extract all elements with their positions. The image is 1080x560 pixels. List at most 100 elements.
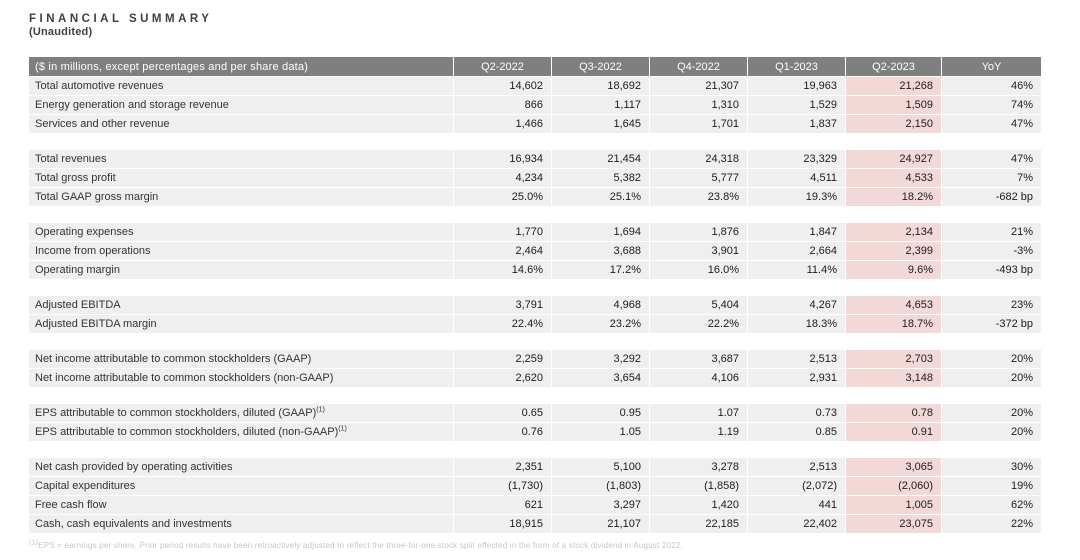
cell-value: 22% — [941, 515, 1041, 533]
cell-value: 3,688 — [551, 242, 649, 260]
cell-value: 2,931 — [747, 369, 845, 387]
cell-value: 21% — [941, 223, 1041, 241]
table-row: Adjusted EBITDA margin 22.4% 23.2% 22.2% 18.… — [29, 315, 1041, 333]
cell-value: 21,107 — [551, 515, 649, 533]
row-label: Services and other revenue — [29, 115, 453, 133]
table-row: EPS attributable to common stockholders,… — [29, 423, 1041, 441]
cell-value: 20% — [941, 350, 1041, 368]
table-row: Total revenues 16,934 21,454 24,318 23,329 24… — [29, 150, 1041, 168]
table-row: Free cash flow 621 3,297 1,420 441 1,005 62% — [29, 496, 1041, 514]
cell-value: 2,351 — [453, 458, 551, 476]
cell-value: 20% — [941, 404, 1041, 422]
cell-value: 5,100 — [551, 458, 649, 476]
cell-value: 46% — [941, 77, 1041, 95]
section-spacer-cell — [29, 207, 1041, 222]
cell-value: 22.4% — [453, 315, 551, 333]
cell-value: 25.0% — [453, 188, 551, 206]
table-row: Cash, cash equivalents and investments 18… — [29, 515, 1041, 533]
cell-value: 3,278 — [649, 458, 747, 476]
cell-value: (1,730) — [453, 477, 551, 495]
cell-value: 23% — [941, 296, 1041, 314]
cell-value: 2,513 — [747, 458, 845, 476]
row-label: Total GAAP gross margin — [29, 188, 453, 206]
row-label: Cash, cash equivalents and investments — [29, 515, 453, 533]
cell-value-highlighted: 18.7% — [845, 315, 941, 333]
cell-value: 866 — [453, 96, 551, 114]
cell-value: 24,318 — [649, 150, 747, 168]
table-unit-note: ($ in millions, except percentages and p… — [29, 57, 453, 76]
cell-value: 5,777 — [649, 169, 747, 187]
cell-value: 23.2% — [551, 315, 649, 333]
table-row: Energy generation and storage revenue 866… — [29, 96, 1041, 114]
cell-value-highlighted: 2,150 — [845, 115, 941, 133]
row-label: Net cash provided by operating activitie… — [29, 458, 453, 476]
cell-value-highlighted: 4,653 — [845, 296, 941, 314]
row-label: Adjusted EBITDA — [29, 296, 453, 314]
cell-value: 62% — [941, 496, 1041, 514]
cell-value: 1.19 — [649, 423, 747, 441]
section-spacer-row — [29, 334, 1041, 349]
table-row: Operating margin 14.6% 17.2% 16.0% 11.4% 9.6%… — [29, 261, 1041, 279]
row-label: Capital expenditures — [29, 477, 453, 495]
cell-value: 19,963 — [747, 77, 845, 95]
cell-value-highlighted: 24,927 — [845, 150, 941, 168]
cell-value: 22.2% — [649, 315, 747, 333]
cell-value: 1,466 — [453, 115, 551, 133]
table-row: Services and other revenue 1,466 1,645 1,70… — [29, 115, 1041, 133]
cell-value: 1,420 — [649, 496, 747, 514]
section-spacer-cell — [29, 388, 1041, 403]
cell-value: (1,803) — [551, 477, 649, 495]
label-superscript: (1) — [316, 406, 325, 414]
cell-value: 1,645 — [551, 115, 649, 133]
table-header-row: ($ in millions, except percentages and p… — [29, 57, 1041, 76]
cell-value-highlighted: 4,533 — [845, 169, 941, 187]
cell-value-highlighted: (2,060) — [845, 477, 941, 495]
row-label: Adjusted EBITDA margin — [29, 315, 453, 333]
table-row: Total gross profit 4,234 5,382 5,777 4,511 4,… — [29, 169, 1041, 187]
cell-value-highlighted: 2,399 — [845, 242, 941, 260]
column-header-q2-2023: Q2-2023 — [845, 57, 941, 76]
footnote-text: EPS = earnings per share. Prior period r… — [38, 541, 683, 550]
footnote: (1)EPS = earnings per share. Prior perio… — [29, 539, 683, 550]
cell-value-highlighted: 18.2% — [845, 188, 941, 206]
financial-summary-table: ($ in millions, except percentages and p… — [29, 56, 1041, 534]
cell-value: 1.07 — [649, 404, 747, 422]
table-header: ($ in millions, except percentages and p… — [29, 57, 1041, 76]
row-label: Income from operations — [29, 242, 453, 260]
table-row: Net income attributable to common stockh… — [29, 350, 1041, 368]
cell-value: 4,234 — [453, 169, 551, 187]
cell-value: 2,464 — [453, 242, 551, 260]
cell-value-highlighted: 3,148 — [845, 369, 941, 387]
cell-value: 2,259 — [453, 350, 551, 368]
cell-value: 1,701 — [649, 115, 747, 133]
column-header-q2-2022: Q2-2022 — [453, 57, 551, 76]
cell-value: 18.3% — [747, 315, 845, 333]
row-label: EPS attributable to common stockholders,… — [29, 404, 453, 422]
column-header-q3-2022: Q3-2022 — [551, 57, 649, 76]
section-spacer-cell — [29, 134, 1041, 149]
cell-value: -493 bp — [941, 261, 1041, 279]
table-row: Total GAAP gross margin 25.0% 25.1% 23.8% 19… — [29, 188, 1041, 206]
cell-value-highlighted: 0.78 — [845, 404, 941, 422]
cell-value: 20% — [941, 423, 1041, 441]
section-spacer-row — [29, 134, 1041, 149]
cell-value-highlighted: 2,134 — [845, 223, 941, 241]
cell-value: 1,770 — [453, 223, 551, 241]
cell-value: 25.1% — [551, 188, 649, 206]
table-row: Capital expenditures (1,730) (1,803) (1,858… — [29, 477, 1041, 495]
table-row: Total automotive revenues 14,602 18,692 21,… — [29, 77, 1041, 95]
page-title: FINANCIAL SUMMARY — [29, 13, 213, 25]
cell-value: 0.73 — [747, 404, 845, 422]
row-label: Total revenues — [29, 150, 453, 168]
row-label: Free cash flow — [29, 496, 453, 514]
cell-value: 47% — [941, 150, 1041, 168]
cell-value: 21,454 — [551, 150, 649, 168]
cell-value: 30% — [941, 458, 1041, 476]
row-label: EPS attributable to common stockholders,… — [29, 423, 453, 441]
cell-value: 0.65 — [453, 404, 551, 422]
cell-value: 18,915 — [453, 515, 551, 533]
column-header-yoy: YoY — [941, 57, 1041, 76]
cell-value: 17.2% — [551, 261, 649, 279]
cell-value: 3,654 — [551, 369, 649, 387]
column-header-q4-2022: Q4-2022 — [649, 57, 747, 76]
